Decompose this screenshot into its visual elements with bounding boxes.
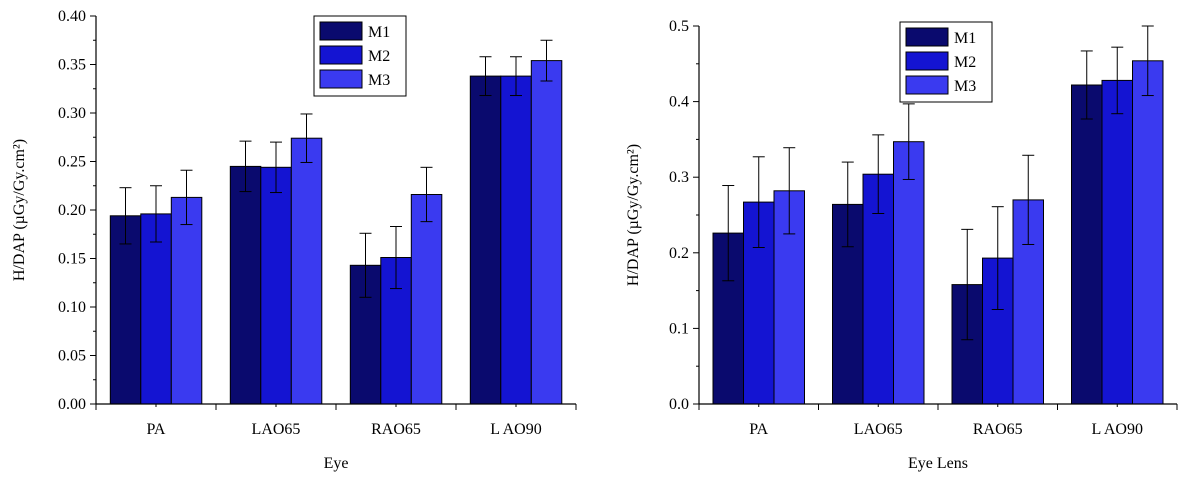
- y-tick-label: 0.1: [669, 320, 689, 337]
- bar-m3-lao65: [893, 141, 925, 405]
- y-tick-label: 0.10: [58, 299, 86, 316]
- x-category-label: L AO90: [1092, 421, 1143, 438]
- y-tick-label: 0.00: [58, 396, 86, 413]
- y-tick-label: 0.20: [58, 202, 86, 219]
- legend: M1 M2 M3: [899, 21, 993, 103]
- x-axis-title: Eye: [324, 455, 349, 472]
- chart-panel-1: 0.00 0.05 0.10 0.15 0.20 0.25 0.30 0.35 0.40 PA LA…: [11, 8, 577, 472]
- y-tick-label: 0.0: [669, 396, 689, 413]
- legend-swatch-m1: [905, 27, 949, 47]
- bar-m2-lao90: [1101, 79, 1133, 405]
- bar-m2-lao90: [500, 75, 532, 405]
- y-tick-label: 0.5: [669, 18, 689, 35]
- x-category-label: LAO65: [252, 421, 301, 438]
- y-tick-label: 0.35: [58, 57, 86, 74]
- bar-m1-lao90: [1071, 84, 1103, 405]
- chart-panel-2: 0.0 0.1 0.2 0.3 0.4 0.5 PA LAO65 RAO65 L AO90 Eye …: [625, 18, 1178, 472]
- bar-m3-lao90: [1132, 60, 1164, 405]
- legend-label-m2: M2: [368, 48, 390, 65]
- y-tick-label: 0.25: [58, 154, 86, 171]
- x-category-label: PA: [749, 421, 768, 438]
- bar-m3-lao90: [530, 60, 563, 405]
- legend-label-m1: M1: [368, 24, 390, 41]
- legend: M1 M2 M3: [313, 15, 407, 97]
- y-tick-label: 0.2: [669, 245, 689, 262]
- x-category-label: PA: [147, 421, 166, 438]
- bar-m2-lao65: [260, 166, 292, 405]
- legend-label-m3: M3: [368, 72, 390, 89]
- legend-label-m3: M3: [954, 78, 976, 95]
- y-axis-title: H/DAP (µGy/Gy.cm²): [625, 144, 642, 286]
- x-category-label: RAO65: [973, 421, 1023, 438]
- x-category-label: L AO90: [490, 421, 541, 438]
- x-category-label: RAO65: [371, 421, 421, 438]
- legend-label-m2: M2: [954, 54, 976, 71]
- y-tick-label: 0.05: [58, 348, 86, 365]
- bar-m1-lao90: [469, 75, 502, 405]
- y-tick-label: 0.4: [669, 94, 689, 111]
- bar-m3-lao65: [290, 137, 323, 405]
- legend-swatch-m2: [319, 45, 363, 65]
- y-tick-label: 0.3: [669, 169, 689, 186]
- bar-m3-rao65: [410, 194, 443, 405]
- bar-m3-pa: [170, 196, 203, 405]
- bar-m1-lao65: [229, 165, 262, 405]
- x-axis-title: Eye Lens: [908, 455, 968, 472]
- x-category-label: LAO65: [854, 421, 903, 438]
- bar-m1-pa: [109, 215, 142, 405]
- legend-label-m1: M1: [954, 30, 976, 47]
- y-tick-label: 0.40: [58, 8, 86, 25]
- y-tick-label: 0.15: [58, 251, 86, 268]
- legend-swatch-m2: [905, 51, 949, 71]
- legend-swatch-m3: [905, 75, 949, 95]
- y-tick-label: 0.30: [58, 105, 86, 122]
- legend-swatch-m1: [319, 21, 363, 41]
- legend-swatch-m3: [319, 69, 363, 89]
- y-axis-title: H/DAP (µGy/Gy.cm²): [11, 139, 28, 281]
